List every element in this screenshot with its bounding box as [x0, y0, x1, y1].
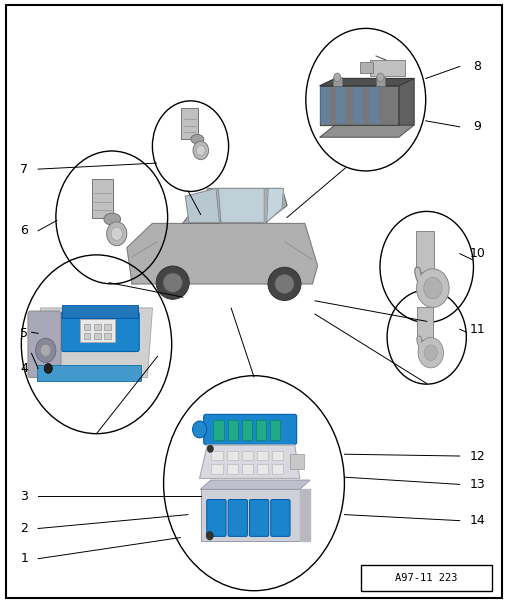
Bar [333, 77, 342, 86]
FancyBboxPatch shape [271, 500, 290, 536]
Bar [369, 87, 379, 124]
Bar [94, 324, 101, 330]
Bar [211, 464, 223, 474]
Text: 1: 1 [20, 552, 28, 565]
Polygon shape [127, 223, 318, 284]
FancyBboxPatch shape [417, 307, 433, 340]
Bar [201, 489, 300, 541]
Polygon shape [200, 445, 300, 478]
Text: 3: 3 [20, 490, 28, 503]
Bar [320, 87, 330, 124]
Bar [213, 420, 224, 440]
Circle shape [424, 345, 437, 361]
Polygon shape [267, 188, 283, 222]
Bar [84, 333, 90, 339]
Circle shape [418, 338, 443, 368]
Circle shape [193, 421, 207, 438]
FancyBboxPatch shape [228, 500, 247, 536]
Polygon shape [201, 480, 310, 489]
Bar [104, 324, 111, 330]
Bar [270, 420, 280, 440]
Bar [242, 420, 252, 440]
Circle shape [206, 532, 213, 540]
Text: 9: 9 [473, 120, 482, 133]
FancyBboxPatch shape [249, 500, 269, 536]
FancyBboxPatch shape [61, 312, 139, 352]
FancyBboxPatch shape [62, 305, 138, 318]
Ellipse shape [191, 135, 204, 144]
Circle shape [41, 344, 51, 356]
Circle shape [197, 146, 205, 156]
Text: 4: 4 [20, 362, 28, 375]
Text: 13: 13 [469, 478, 486, 491]
Bar [257, 464, 268, 474]
Circle shape [377, 73, 384, 82]
Ellipse shape [268, 268, 301, 301]
Circle shape [334, 73, 341, 82]
Text: 14: 14 [469, 514, 486, 527]
Bar [228, 420, 238, 440]
Text: 2: 2 [20, 522, 28, 535]
Circle shape [424, 277, 442, 299]
Bar [84, 324, 90, 330]
Polygon shape [218, 188, 264, 222]
FancyBboxPatch shape [207, 500, 226, 536]
FancyBboxPatch shape [80, 319, 115, 342]
Polygon shape [320, 125, 414, 137]
Text: 6: 6 [20, 224, 28, 237]
Polygon shape [183, 188, 287, 223]
Polygon shape [185, 188, 219, 222]
Ellipse shape [156, 266, 189, 300]
Bar [376, 77, 385, 86]
Bar [242, 464, 253, 474]
Bar [242, 451, 253, 460]
FancyBboxPatch shape [290, 454, 304, 469]
FancyBboxPatch shape [37, 365, 141, 381]
Text: A97-11 223: A97-11 223 [395, 573, 458, 583]
Text: 5: 5 [20, 327, 28, 340]
Circle shape [36, 338, 56, 362]
Bar [336, 87, 346, 124]
Text: 8: 8 [473, 60, 482, 73]
Ellipse shape [275, 274, 294, 294]
Ellipse shape [163, 273, 182, 292]
Circle shape [207, 445, 213, 452]
Polygon shape [33, 308, 152, 378]
Circle shape [111, 227, 122, 240]
Bar [256, 420, 266, 440]
Polygon shape [320, 86, 399, 125]
FancyBboxPatch shape [181, 108, 198, 139]
Ellipse shape [104, 213, 121, 225]
Bar [104, 333, 111, 339]
Circle shape [107, 222, 127, 246]
Text: 7: 7 [20, 162, 28, 176]
FancyBboxPatch shape [360, 62, 373, 73]
Bar [227, 464, 238, 474]
Bar [353, 87, 363, 124]
FancyBboxPatch shape [28, 311, 61, 378]
Text: 12: 12 [469, 449, 486, 463]
Bar [227, 451, 238, 460]
Bar [361, 565, 492, 591]
Polygon shape [300, 489, 310, 541]
FancyBboxPatch shape [370, 60, 405, 76]
Circle shape [44, 364, 52, 373]
FancyBboxPatch shape [204, 414, 297, 445]
Circle shape [193, 141, 209, 159]
Bar [272, 464, 283, 474]
Text: 10: 10 [469, 247, 486, 260]
Polygon shape [399, 79, 414, 125]
FancyBboxPatch shape [416, 231, 434, 272]
Bar [257, 451, 268, 460]
Circle shape [417, 269, 449, 307]
Polygon shape [320, 79, 414, 86]
Text: 11: 11 [469, 323, 486, 336]
Bar [272, 451, 283, 460]
Bar [94, 333, 101, 339]
FancyBboxPatch shape [91, 179, 113, 219]
Bar [211, 451, 223, 460]
